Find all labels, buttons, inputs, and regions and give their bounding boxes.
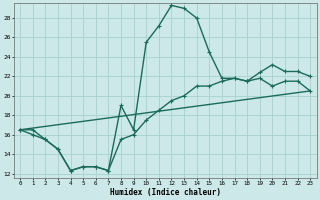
X-axis label: Humidex (Indice chaleur): Humidex (Indice chaleur): [110, 188, 220, 197]
